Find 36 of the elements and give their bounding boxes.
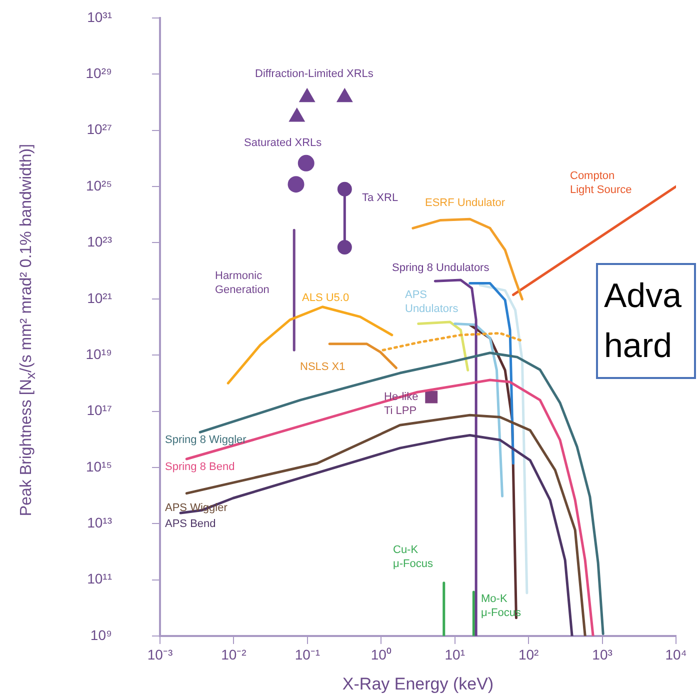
series-label: Saturated XRLs	[244, 137, 322, 150]
y-tick-label: 10¹³	[87, 514, 112, 530]
y-tick-label: 10⁹	[90, 626, 112, 643]
y-tick-label: 10¹⁹	[86, 346, 112, 362]
series-label: Spring 8 Bend	[165, 461, 235, 474]
x-tick-label: 10⁴	[665, 646, 687, 662]
series-label: Compton Light Source	[570, 170, 632, 196]
y-tick-label: 10¹⁷	[86, 402, 112, 418]
y-tick-label: 10²³	[87, 234, 112, 250]
series-label: Spring 8 Wiggler	[165, 434, 247, 446]
x-axis-title: X-Ray Energy (keV)	[342, 674, 494, 694]
x-tick-label: 10¹	[444, 646, 466, 662]
series-label: NSLS X1	[300, 361, 346, 374]
series-label: APS Bend	[165, 518, 216, 530]
x-tick-label: 10⁻¹	[294, 646, 320, 662]
y-tick-label: 10²⁵	[86, 177, 112, 194]
x-tick-label: 10⁻²	[221, 646, 247, 662]
y-tick-label: 10²¹	[87, 290, 112, 306]
series-label: ALS U5.0	[302, 292, 350, 304]
series-label: Diffraction-Limited XRLs	[255, 68, 374, 80]
y-tick-label: 10³¹	[87, 8, 112, 25]
series-label: Spring 8 Undulators	[392, 262, 490, 274]
text-box: Adva hard	[596, 263, 696, 379]
y-tick-label: 10²⁹	[86, 65, 112, 82]
x-tick-label: 10⁻³	[147, 646, 173, 662]
y-tick-label: 10¹¹	[87, 570, 112, 587]
y-tick-label: 10¹⁵	[86, 458, 112, 474]
x-tick-label: 10⁰	[370, 646, 392, 662]
series-label: ESRF Undulator	[425, 197, 506, 210]
x-tick-label: 10²	[518, 646, 540, 662]
series-label: Cu-K μ-Focus	[393, 544, 434, 570]
x-tick-label: 10³	[592, 646, 613, 662]
series-label: APS Undulators	[405, 289, 459, 316]
text: Harmonic Generation	[215, 270, 270, 296]
series-label: Ta XRL	[362, 192, 398, 204]
y-tick-label: 10²⁷	[86, 121, 112, 138]
